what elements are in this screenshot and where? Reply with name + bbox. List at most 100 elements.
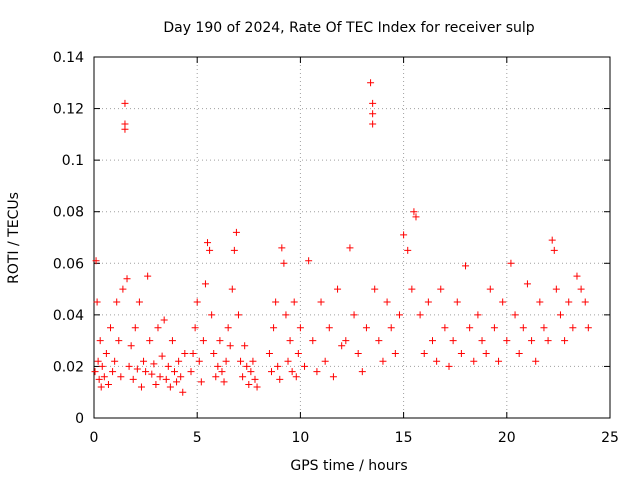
data-point bbox=[214, 362, 222, 370]
data-point bbox=[148, 370, 156, 378]
data-point bbox=[150, 360, 158, 368]
data-point bbox=[121, 99, 129, 107]
data-point bbox=[573, 272, 581, 280]
data-point bbox=[247, 368, 255, 376]
data-point bbox=[251, 375, 259, 383]
data-point bbox=[91, 368, 99, 376]
data-point bbox=[503, 337, 511, 345]
data-point bbox=[338, 342, 346, 350]
data-point bbox=[462, 262, 470, 270]
data-point bbox=[309, 337, 317, 345]
data-point bbox=[129, 375, 137, 383]
data-point bbox=[278, 244, 286, 252]
data-point bbox=[270, 324, 278, 332]
data-point bbox=[241, 342, 249, 350]
data-point bbox=[162, 375, 170, 383]
data-point bbox=[325, 324, 333, 332]
data-point bbox=[201, 280, 209, 288]
data-point bbox=[474, 311, 482, 319]
data-point bbox=[135, 298, 143, 306]
data-point bbox=[181, 350, 189, 358]
data-point bbox=[168, 337, 176, 345]
data-point bbox=[404, 246, 412, 254]
data-point bbox=[495, 357, 503, 365]
x-axis-label: GPS time / hours bbox=[290, 458, 407, 474]
data-point bbox=[288, 368, 296, 376]
data-point bbox=[125, 362, 133, 370]
plot-frame bbox=[93, 56, 611, 419]
data-point bbox=[387, 324, 395, 332]
y-tick-label: 0.12 bbox=[53, 102, 84, 118]
data-point bbox=[95, 375, 103, 383]
data-point bbox=[274, 362, 282, 370]
data-point bbox=[142, 368, 150, 376]
data-point bbox=[232, 228, 240, 236]
data-point bbox=[342, 337, 350, 345]
data-point bbox=[296, 324, 304, 332]
data-point bbox=[552, 285, 560, 293]
data-point bbox=[499, 298, 507, 306]
data-point bbox=[292, 373, 300, 381]
data-point bbox=[133, 365, 141, 373]
data-point bbox=[290, 298, 298, 306]
data-point bbox=[189, 350, 197, 358]
data-point bbox=[100, 373, 108, 381]
data-point bbox=[371, 285, 379, 293]
data-point bbox=[437, 285, 445, 293]
x-tick-label: 10 bbox=[291, 430, 309, 446]
data-point bbox=[137, 383, 145, 391]
data-point bbox=[117, 373, 125, 381]
data-point bbox=[532, 357, 540, 365]
data-point bbox=[369, 99, 377, 107]
data-point bbox=[195, 357, 203, 365]
data-point bbox=[226, 342, 234, 350]
data-point bbox=[127, 342, 135, 350]
data-point bbox=[212, 373, 220, 381]
data-point bbox=[490, 324, 498, 332]
data-point bbox=[346, 244, 354, 252]
data-point bbox=[584, 324, 592, 332]
x-tick-label: 20 bbox=[498, 430, 516, 446]
data-point bbox=[144, 272, 152, 280]
data-point bbox=[391, 350, 399, 358]
data-point bbox=[220, 378, 228, 386]
data-point bbox=[577, 285, 585, 293]
data-point bbox=[119, 285, 127, 293]
x-tick-label: 25 bbox=[601, 430, 619, 446]
x-tick-label: 15 bbox=[395, 430, 413, 446]
data-point bbox=[301, 362, 309, 370]
data-point bbox=[97, 383, 105, 391]
data-point bbox=[367, 79, 375, 87]
data-point bbox=[424, 298, 432, 306]
y-tick-label: 0.1 bbox=[62, 153, 84, 169]
data-point bbox=[216, 337, 224, 345]
data-point bbox=[569, 324, 577, 332]
data-point bbox=[284, 357, 292, 365]
data-point bbox=[375, 337, 383, 345]
data-point bbox=[253, 383, 261, 391]
data-point bbox=[208, 311, 216, 319]
x-tick-label: 0 bbox=[90, 430, 99, 446]
data-point bbox=[354, 350, 362, 358]
data-point bbox=[131, 324, 139, 332]
data-point bbox=[441, 324, 449, 332]
data-point bbox=[187, 368, 195, 376]
data-point bbox=[107, 324, 115, 332]
data-point bbox=[428, 337, 436, 345]
data-point bbox=[121, 125, 129, 133]
data-point bbox=[224, 324, 232, 332]
y-tick-label: 0 bbox=[75, 411, 84, 427]
x-tick-labels: 0 5 10 15 20 25 bbox=[90, 430, 619, 446]
data-point bbox=[511, 311, 519, 319]
data-point bbox=[222, 357, 230, 365]
data-point bbox=[486, 285, 494, 293]
data-point bbox=[210, 350, 218, 358]
data-point bbox=[550, 246, 558, 254]
data-point bbox=[158, 352, 166, 360]
data-point bbox=[379, 357, 387, 365]
data-point bbox=[466, 324, 474, 332]
data-point bbox=[204, 239, 212, 247]
data-point bbox=[206, 246, 214, 254]
data-point bbox=[457, 350, 465, 358]
data-point bbox=[329, 373, 337, 381]
